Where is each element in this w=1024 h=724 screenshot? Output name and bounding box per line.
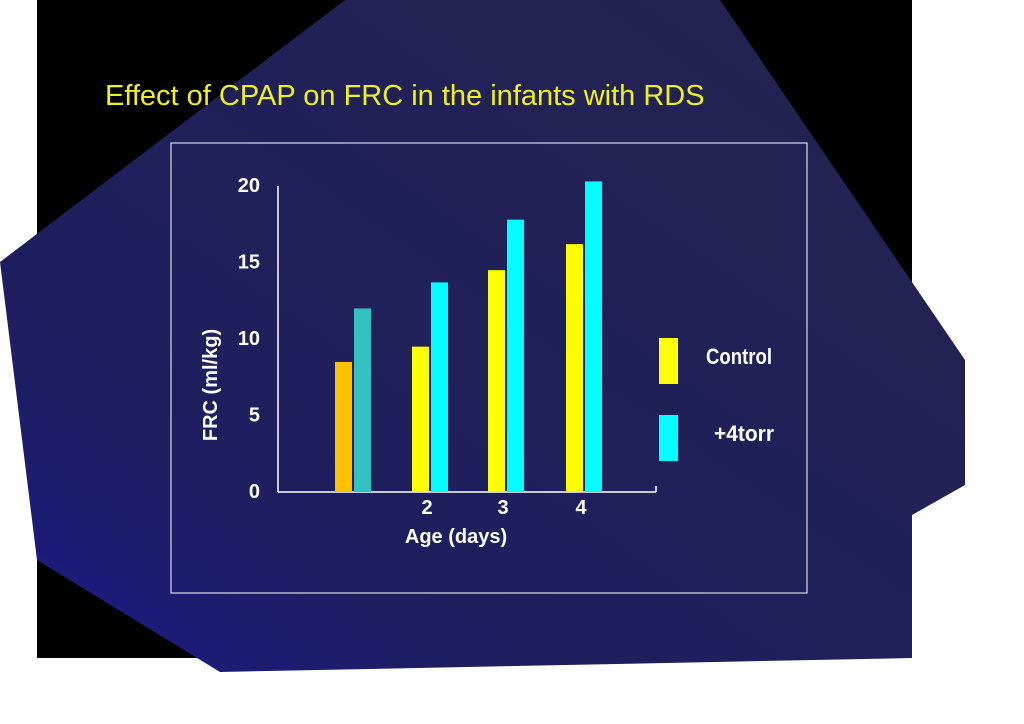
bar-torr-3	[585, 181, 602, 492]
x-tick-label: 4	[575, 497, 587, 519]
bar-control-2	[488, 270, 505, 492]
chart-frame	[170, 142, 808, 594]
legend-swatch-torr	[659, 415, 678, 461]
legend-label-control: Control	[706, 344, 772, 369]
y-tick-label: 15	[238, 252, 260, 274]
legend: Control +4torr	[659, 338, 774, 461]
y-tick-label: 5	[249, 405, 260, 427]
x-tick-label: 3	[497, 497, 508, 519]
y-tick-label: 0	[249, 481, 260, 503]
x-axis-title: Age (days)	[405, 526, 507, 548]
bar-control-1	[412, 346, 429, 492]
bar-torr-1	[431, 282, 448, 492]
y-tick-label: 10	[238, 328, 260, 350]
y-tick-labels: 0 5 10 15 20	[238, 175, 260, 503]
x-tick-label: 2	[421, 497, 432, 519]
bar-control-3	[566, 244, 583, 492]
bar-control-0	[335, 361, 352, 492]
y-tick-label: 20	[238, 175, 260, 197]
bar-torr-2	[507, 219, 524, 492]
legend-label-torr: +4torr	[714, 421, 774, 446]
y-axis-title: FRC (ml/kg)	[200, 329, 222, 441]
bar-torr-0	[354, 308, 371, 492]
background-panel	[0, 0, 965, 672]
x-tick-labels: 2 3 4	[421, 497, 587, 519]
slide-title: Effect of CPAP on FRC in the infants wit…	[105, 80, 705, 112]
legend-swatch-control	[659, 338, 678, 384]
bars-group	[335, 181, 602, 492]
